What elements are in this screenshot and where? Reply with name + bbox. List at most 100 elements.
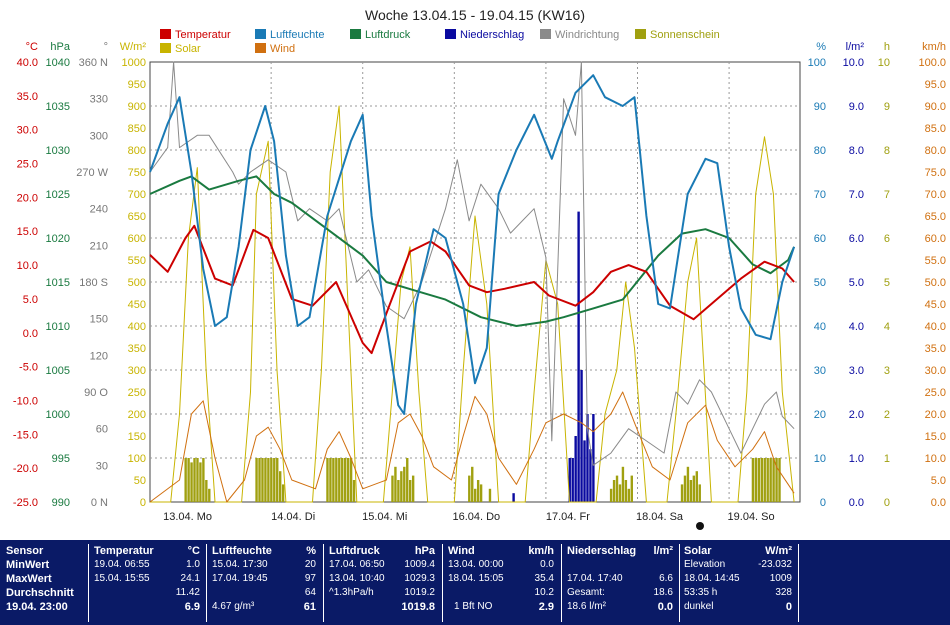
wind-axis-unit: km/h: [922, 41, 946, 53]
wind-tick-label: 25.0: [925, 387, 946, 399]
legend-swatch: [160, 43, 171, 53]
wind-series-line: [149, 391, 795, 503]
sonnenschein-bar: [208, 488, 211, 502]
sonnenschein-bar: [190, 462, 193, 502]
sonnenschein-bar: [775, 458, 778, 502]
wind-tick-label: 30.0: [925, 365, 946, 377]
temp-column: Temperatur °C 19.04. 06:55 1.0 15.04. 15:5…: [94, 544, 204, 622]
press-header: Luftdruck: [329, 545, 380, 557]
legend-label: Wind: [270, 43, 295, 55]
sonnenschein-bar: [476, 480, 480, 502]
wind-tick-label: 40.0: [925, 321, 946, 333]
sonnenschein-bar: [184, 458, 187, 502]
sonnenschein-bar: [624, 480, 628, 502]
wind-max-time: 18.04. 15:05: [448, 573, 504, 584]
temp-unit: °C: [187, 545, 200, 557]
solar-tick-label: 550: [128, 255, 146, 267]
rain-header: Niederschlag: [567, 545, 637, 557]
sun-tick-label: 1: [884, 453, 890, 465]
rain-total: 18.6: [653, 587, 673, 598]
rain-tick-label: 2.0: [849, 409, 864, 421]
sun-tick-label: 3: [884, 365, 890, 377]
solar-unit: W/m²: [765, 545, 792, 557]
wind-min-time: 13.04. 00:00: [448, 559, 504, 570]
legend-label: Solar: [175, 43, 201, 55]
hum-axis-unit: %: [816, 41, 826, 53]
rain-tick-label: 10.0: [843, 57, 864, 69]
wind-tick-label: 80.0: [925, 145, 946, 157]
sonnenschein-bar: [751, 458, 755, 502]
legend-label: Windrichtung: [555, 29, 619, 41]
sensor-column: Sensor MinWert MaxWert Durchschnitt 19.0…: [6, 544, 86, 622]
press-trend: ^1.3hPa/h: [329, 587, 374, 598]
solar-tick-label: 900: [128, 101, 146, 113]
sonnenschein-bar: [193, 458, 196, 502]
sonnenschein-bar: [474, 488, 477, 502]
rain-sum: 18.6 l/m²: [567, 601, 606, 612]
sonnenschein-bar: [488, 488, 492, 502]
solar-tick-label: 450: [128, 299, 146, 311]
day-label: 16.04. Do: [452, 511, 500, 523]
wind-tick-label: 70.0: [925, 189, 946, 201]
hum-current: 61: [303, 601, 316, 613]
sonnenschein-bar: [281, 484, 285, 502]
current-label: 19.04. 23:00: [6, 601, 68, 613]
legend-label: Luftdruck: [365, 29, 411, 41]
niederschlag-bar: [571, 458, 574, 502]
temp-tick-label: 30.0: [17, 125, 38, 137]
dir-tick-label: 60: [96, 424, 108, 436]
day-label: 17.04. Fr: [546, 511, 590, 523]
temp-max-time: 15.04. 15:55: [94, 573, 150, 584]
sonnenschein-bar: [769, 458, 772, 502]
day-label: 13.04. Mo: [163, 511, 212, 523]
sonnenschein-bar: [680, 484, 684, 502]
wind-tick-label: 15.0: [925, 431, 946, 443]
press-tick-label: 1025: [46, 189, 70, 201]
sonnenschein-bar: [202, 458, 205, 502]
min-label: MinWert: [6, 559, 50, 571]
press-tick-label: 1030: [46, 145, 70, 157]
sonnenschein-bar: [270, 458, 273, 502]
sonnenschein-bar: [621, 466, 625, 502]
day-label: 14.04. Di: [271, 511, 315, 523]
wind-tick-label: 5.0: [931, 475, 946, 487]
solar-series-line: [150, 105, 795, 503]
rain-tick-label: 1.0: [849, 453, 864, 465]
sonnenschein-bar: [258, 458, 261, 502]
sonnenschein-bar: [695, 471, 698, 502]
sonnenschein-bar: [187, 458, 190, 502]
wind-tick-label: 65.0: [925, 211, 946, 223]
solar-tick-label: 0: [140, 497, 146, 509]
rain-tick-label: 9.0: [849, 101, 864, 113]
temp-tick-label: 15.0: [17, 226, 38, 238]
sonnenschein-bar: [754, 458, 758, 502]
dir-tick-label: 90 O: [84, 387, 108, 399]
press-tick-label: 990: [52, 497, 70, 509]
rain-tick-label: 7.0: [849, 189, 864, 201]
solar-axis-unit: W/m²: [120, 41, 147, 53]
legend-label: Sonnenschein: [650, 29, 720, 41]
niederschlag-bar: [592, 414, 595, 502]
sonnenschein-bar: [471, 466, 474, 502]
hum-tick-label: 90: [814, 101, 826, 113]
sonnenschein-bar: [335, 458, 338, 502]
sonnenschein-bar: [344, 458, 347, 502]
solar-tick-label: 350: [128, 343, 146, 355]
hum-abs: 4.67 g/m³: [212, 601, 255, 612]
wind-current: 2.9: [538, 601, 554, 613]
sonnenschein-bar: [264, 458, 267, 502]
rain-current: 0.0: [657, 601, 673, 613]
sonnenschein-bar: [332, 458, 335, 502]
temp-tick-label: 35.0: [17, 91, 38, 103]
wind-avg: 10.2: [534, 587, 554, 598]
sonnenschein-bar: [261, 458, 264, 502]
wind-tick-label: 35.0: [925, 343, 946, 355]
dir-tick-label: 360 N: [79, 57, 108, 69]
sun-axis-unit: h: [884, 41, 890, 53]
chart-axes: 13.04. Mo 14.04. Di 15.04. Mi 16.04. Do 17.0…: [13, 41, 946, 530]
sonnenschein-bar: [279, 471, 282, 502]
dir-tick-label: 120: [90, 350, 108, 362]
solar-tick-label: 950: [128, 79, 146, 91]
niederschlag-bar: [577, 211, 580, 502]
sun-tick-label: 2: [884, 409, 890, 421]
